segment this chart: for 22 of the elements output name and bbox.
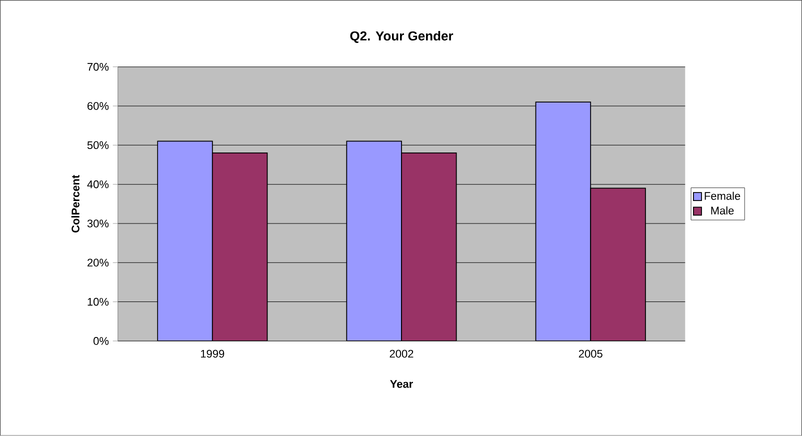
y-tick-label: 70%	[88, 63, 109, 71]
y-tick-label: 20%	[88, 258, 109, 267]
y-tick-label: 60%	[88, 102, 109, 110]
chart-title: Q2. Your Gender	[350, 31, 454, 44]
x-tick-label: 2002	[390, 350, 414, 358]
y-tick-label: 0%	[94, 337, 109, 345]
y-tick-label: 30%	[87, 220, 109, 228]
y-tick-label: 50%	[87, 141, 109, 150]
bar	[157, 140, 213, 342]
legend-label: Male	[711, 206, 734, 215]
y-tick-label: 10%	[88, 298, 109, 306]
bar	[590, 188, 646, 342]
x-axis-title: Year	[390, 380, 413, 388]
bar	[346, 140, 402, 342]
x-tick-label: 2005	[578, 350, 602, 358]
y-tick-label: 40%	[87, 180, 109, 188]
bar	[212, 152, 268, 342]
bar	[401, 152, 457, 342]
bar	[535, 102, 592, 342]
x-tick-label: 1999	[201, 350, 224, 358]
legend-label: Female	[704, 192, 740, 200]
y-axis-title: ColPercent	[71, 175, 80, 233]
